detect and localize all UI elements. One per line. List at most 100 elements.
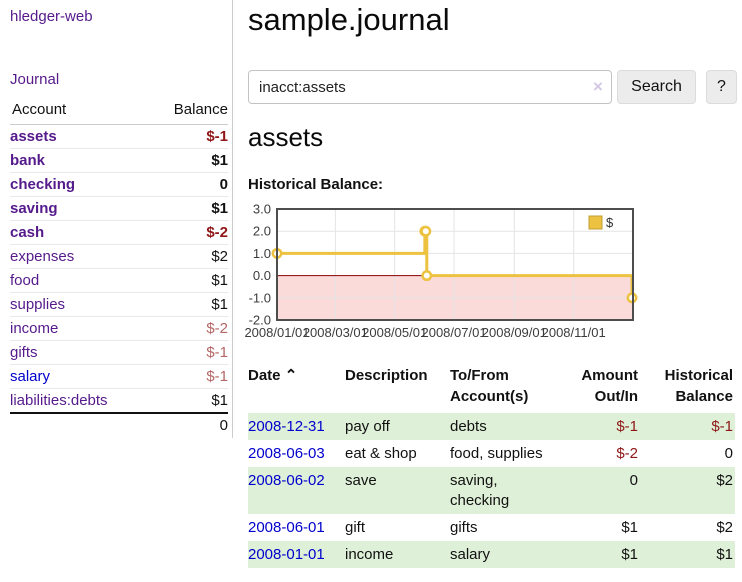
tofrom-header-line2: Account(s) [450,388,529,405]
svg-text:1.0: 1.0 [253,246,271,261]
account-row: gifts $-1 [10,340,228,365]
register-table: Date ⌃ Description To/From Account(s) Am… [248,361,735,568]
balance-header-line2: Balance [675,388,733,405]
transaction-accounts: debts [450,418,487,435]
transaction-date-link[interactable]: 2008-06-01 [248,519,325,536]
account-link[interactable]: income [10,320,59,337]
transaction-date-link[interactable]: 2008-12-31 [248,418,325,435]
transaction-balance: $2 [716,472,733,489]
help-button[interactable]: ? [706,70,737,104]
svg-text:-2.0: -2.0 [249,313,271,328]
sort-asc-icon: ⌃ [284,367,298,384]
total-row: 0 [10,412,228,437]
balance-column-header: Balance [150,99,228,125]
transaction-accounts: gifts [450,519,478,536]
amount-header-line1: Amount [581,367,638,384]
transaction-accounts: food, supplies [450,445,543,462]
search-input[interactable] [248,70,612,104]
svg-text:-1.0: -1.0 [249,290,271,305]
search-button[interactable]: Search [617,70,696,104]
svg-text:$: $ [606,215,614,230]
total-spacer [10,412,150,437]
sidebar: hledger-web Journal Account Balance asse… [0,0,233,438]
transaction-row: 2008-12-31 pay off debts $-1 $-1 [248,413,735,440]
description-column-header: Description [345,367,428,384]
account-balance: $-1 [150,340,228,365]
page-title: sample.journal [248,2,450,37]
transaction-amount: $-2 [616,445,638,462]
account-row: supplies $1 [10,292,228,317]
account-link[interactable]: assets [10,128,57,145]
account-link[interactable]: food [10,272,40,289]
account-link[interactable]: bank [10,152,46,169]
account-balance: $1 [150,292,228,317]
svg-text:3.0: 3.0 [253,203,271,217]
svg-text:2008/01/01: 2008/01/01 [244,325,309,340]
account-balance: $1 [150,388,228,414]
chart-canvas: $3.0 2.0 1.0 0.0 -1.0 -2.02008/01/012008/03/0… [244,202,638,340]
clear-search-icon[interactable]: × [593,77,603,96]
account-link[interactable]: liabilities:debts [10,392,108,409]
account-balance: $-1 [150,364,228,389]
transaction-balance: 0 [724,445,733,462]
transaction-amount: $1 [621,519,638,536]
tofrom-column-header: To/From Account(s) [450,361,568,413]
account-link[interactable]: supplies [10,296,66,313]
app-brand-link[interactable]: hledger-web [10,8,93,25]
account-balance: $1 [150,148,228,173]
svg-text:2.0: 2.0 [253,224,271,239]
transaction-description: pay off [345,418,390,435]
account-balance: $-2 [150,316,228,341]
svg-text:2008/09/01: 2008/09/01 [482,325,547,340]
transaction-row: 2008-06-02 save saving, checking 0 $2 [248,467,735,514]
account-row: cash $-2 [10,220,228,245]
account-column-header: Account [10,99,150,125]
account-row: assets $-1 [10,124,228,149]
transaction-date-link[interactable]: 2008-01-01 [248,546,325,563]
tofrom-header-line1: To/From [450,367,509,384]
account-row: checking 0 [10,172,228,197]
account-row: food $1 [10,268,228,293]
account-link[interactable]: expenses [10,248,75,265]
sidebar-item-journal[interactable]: Journal [10,71,60,88]
amount-header-line2: Out/In [594,388,638,405]
svg-text:2008/07/01: 2008/07/01 [421,325,486,340]
transaction-accounts: saving, checking [450,472,510,509]
account-balance: $2 [150,244,228,269]
account-row: saving $1 [10,196,228,221]
date-column-header[interactable]: Date ⌃ [248,361,345,413]
account-balance: 0 [150,172,228,197]
historical-balance-chart: $3.0 2.0 1.0 0.0 -1.0 -2.0 2008/01/01 2008/03/0… [244,202,644,359]
account-balance: $1 [150,196,228,221]
account-balance-table: Account Balance assets $-1 bank $1 checking 0… [10,99,228,437]
account-link[interactable]: checking [10,176,76,193]
account-balance: $1 [150,268,228,293]
transaction-accounts: salary [450,546,491,563]
account-link[interactable]: saving [10,200,58,217]
account-row: expenses $2 [10,244,228,269]
svg-text:2008/05/01: 2008/05/01 [362,325,427,340]
account-row: salary $-1 [10,364,228,389]
account-link[interactable]: gifts [10,344,38,361]
transaction-row: 2008-06-01 gift gifts $1 $2 [248,514,735,541]
account-row: liabilities:debts $1 [10,388,228,414]
account-link[interactable]: salary [10,368,51,385]
chart-label: Historical Balance: [248,176,384,193]
transaction-balance: $2 [716,519,733,536]
total-balance: 0 [150,412,228,437]
balance-header-line1: Historical [664,367,733,384]
account-row: income $-2 [10,316,228,341]
transaction-date-link[interactable]: 2008-06-03 [248,445,325,462]
transaction-amount: 0 [629,472,638,489]
transaction-row: 2008-01-01 income salary $1 $1 [248,541,735,568]
transaction-date-link[interactable]: 2008-06-02 [248,472,325,489]
transaction-amount: $1 [621,546,638,563]
account-heading: assets [248,122,324,152]
transaction-description: income [345,546,394,563]
amount-column-header: Amount Out/In [568,361,640,413]
transaction-amount: $-1 [616,418,638,435]
account-link[interactable]: cash [10,224,45,241]
account-balance: $-1 [150,124,228,149]
balance-column-header: Historical Balance [640,361,735,413]
account-balance: $-2 [150,220,228,245]
